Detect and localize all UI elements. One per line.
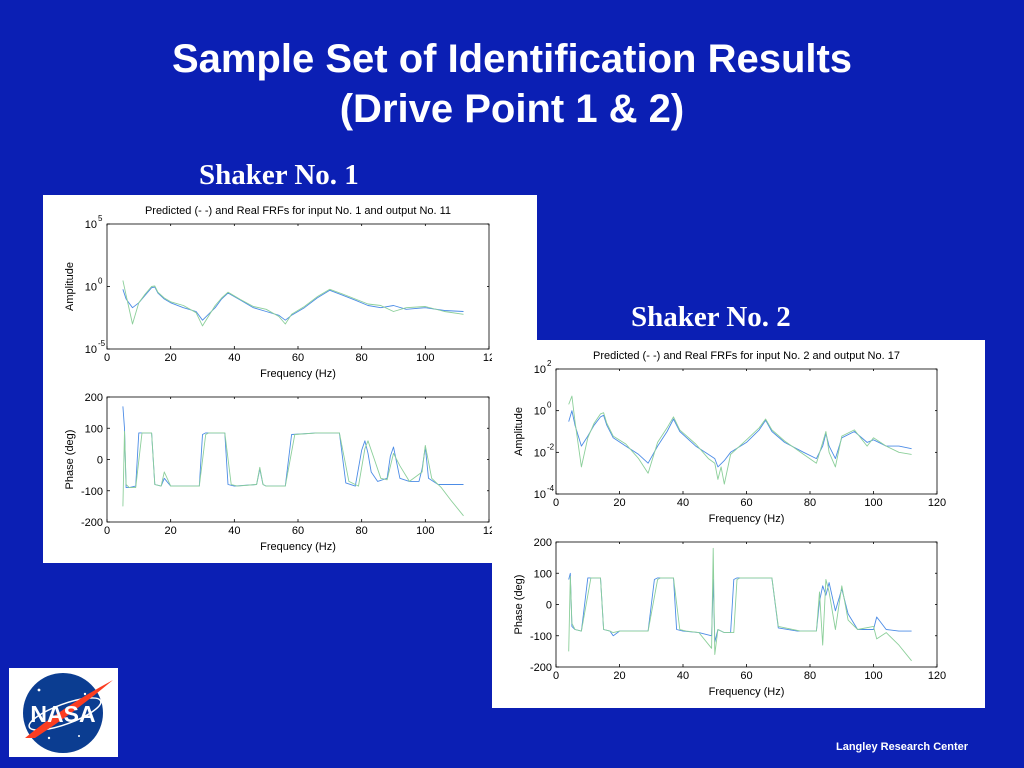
x-tick-label: 60 [292,525,304,537]
y-tick-label: -100 [81,486,103,498]
series-line-predicted [568,572,912,643]
x-tick-label: 0 [104,352,110,364]
x-axis-label: Frequency (Hz) [260,541,336,553]
y-tick-exponent: 2 [547,359,552,368]
x-tick-label: 120 [928,497,946,509]
x-axis-label: Frequency (Hz) [260,368,336,380]
footer-text: Langley Research Center [836,741,969,753]
x-tick-label: 20 [613,497,625,509]
x-tick-label: 100 [864,670,882,682]
slide-title-line2: (Drive Point 1 & 2) [339,87,685,131]
y-tick-exponent: 5 [98,214,103,223]
x-tick-label: 0 [553,497,559,509]
y-tick-exponent: 0 [547,401,552,410]
y-axis-label: Phase (deg) [513,575,525,635]
y-tick-label: 200 [85,392,103,404]
x-tick-label: 20 [165,525,177,537]
y-tick-label: 200 [534,537,552,549]
x-tick-label: 0 [104,525,110,537]
x-tick-label: 0 [553,670,559,682]
series-line-real [122,280,464,327]
nasa-logo-text: NASA [30,701,95,727]
shaker2-figure: 0 20 40 60 80 100 120 10 2 10 0 10 -2 10 -4 Predicted (… [492,340,985,708]
chart-title: Predicted (- -) and Real FRFs for input … [593,350,900,362]
y-tick-label: 100 [534,568,552,580]
x-axis-label: Frequency (Hz) [709,513,785,525]
x-tick-label: 100 [416,352,434,364]
y-tick-label: 10 [534,447,546,459]
x-tick-label: 40 [677,670,689,682]
x-tick-label: 20 [165,352,177,364]
y-axis-label: Phase (deg) [64,430,76,490]
y-tick-label: 10 [85,282,97,294]
y-tick-label: 10 [534,489,546,501]
x-tick-label: 80 [804,497,816,509]
shaker1-figure: 0 20 40 60 80 100 12 10 5 10 0 10 -5 Predicted (- -) … [43,195,537,563]
y-tick-label: 10 [85,344,97,356]
x-axis-label: Frequency (Hz) [709,686,785,698]
shaker1-label: Shaker No. 1 [199,159,359,191]
x-tick-label: 60 [740,497,752,509]
x-tick-label: 40 [677,497,689,509]
y-tick-exponent: -2 [547,442,555,451]
y-tick-label: 100 [85,423,103,435]
series-line-real [122,430,464,517]
slide-title: Sample Set of Identification Results (Dr… [0,34,1024,134]
y-tick-label: 10 [534,364,546,376]
y-axis-label: Amplitude [64,262,76,311]
plot-frame [106,396,490,523]
x-tick-label: 80 [356,352,368,364]
plot-frame [106,223,490,350]
shaker2-phase-chart: 0 20 40 60 80 100 120 200 100 0 -100 -200 Frequency … [513,537,946,698]
shaker2-label: Shaker No. 2 [631,301,791,333]
x-tick-label: 20 [613,670,625,682]
series-line-predicted [122,406,464,489]
x-tick-label: 40 [228,525,240,537]
slide-title-line1: Sample Set of Identification Results [171,37,853,81]
series-line-real [568,395,912,485]
y-axis-label: Amplitude [513,407,525,456]
nasa-logo: NASA [9,668,118,757]
x-tick-label: 120 [928,670,946,682]
x-tick-label: 80 [804,670,816,682]
y-tick-label: -200 [81,517,103,529]
series-line-predicted [122,286,464,321]
y-tick-label: -200 [530,662,552,674]
series-line-predicted [568,410,912,468]
x-tick-label: 100 [864,497,882,509]
y-tick-label: 0 [97,455,103,467]
y-tick-exponent: -4 [547,484,555,493]
x-tick-label: 60 [740,670,752,682]
x-tick-label: 40 [228,352,240,364]
y-tick-exponent: 0 [98,277,103,286]
x-tick-label: 80 [356,525,368,537]
series-line-real [568,547,912,662]
y-tick-label: 10 [534,406,546,418]
y-tick-label: 0 [546,600,552,612]
y-tick-label: 10 [85,219,97,231]
nasa-logo-graphic: NASA [23,673,113,753]
plot-frame [555,541,938,668]
y-tick-label: -100 [530,631,552,643]
chart-title: Predicted (- -) and Real FRFs for input … [145,205,451,217]
y-tick-exponent: -5 [98,339,106,348]
x-tick-label: 100 [416,525,434,537]
x-tick-label: 60 [292,352,304,364]
plot-frame [555,368,938,495]
